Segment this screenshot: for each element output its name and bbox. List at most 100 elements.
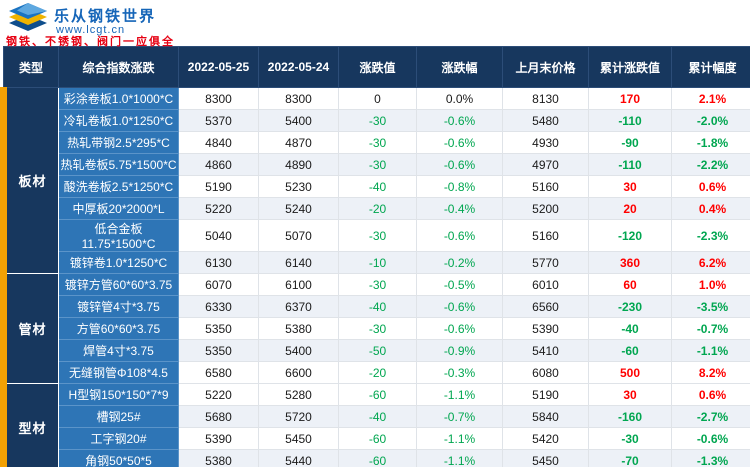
price-current: 5370 <box>178 109 259 132</box>
change-pct: 0.0% <box>416 87 503 110</box>
price-previous: 4870 <box>258 131 339 154</box>
last-month-price: 5190 <box>502 383 589 406</box>
cum-change-value: 30 <box>588 175 672 198</box>
last-month-price: 8130 <box>502 87 589 110</box>
price-previous: 6140 <box>258 251 339 274</box>
col-index-name: 综合指数涨跌 <box>58 46 179 88</box>
price-previous: 5440 <box>258 449 339 467</box>
steel-price-table: 类型 综合指数涨跌 2022-05-25 2022-05-24 涨跌值 涨跌幅 … <box>0 46 750 467</box>
change-value: -30 <box>338 131 417 154</box>
col-change-pct: 涨跌幅 <box>416 46 503 88</box>
cum-change-pct: 0.6% <box>671 175 750 198</box>
change-pct: -1.1% <box>416 449 503 467</box>
change-value: -10 <box>338 251 417 274</box>
last-month-price: 5420 <box>502 427 589 450</box>
item-name: 镀锌管4寸*3.75 <box>58 295 179 318</box>
item-name: 无缝钢管Φ108*4.5 <box>58 361 179 384</box>
change-pct: -1.1% <box>416 427 503 450</box>
table-row: 镀锌管4寸*3.75 6330 6370 -40 -0.6% 6560 -230 -3.5% <box>4 295 750 318</box>
change-value: -20 <box>338 361 417 384</box>
cum-change-value: 20 <box>588 197 672 220</box>
table-row: 无缝钢管Φ108*4.5 6580 6600 -20 -0.3% 6080 500 8.2% <box>4 361 750 384</box>
col-change: 涨跌值 <box>338 46 417 88</box>
cum-change-pct: -0.6% <box>671 427 750 450</box>
table-row: 板材 彩涂卷板1.0*1000*C 8300 8300 0 0.0% 8130 170 2.1% <box>0 87 750 274</box>
change-value: -20 <box>338 197 417 220</box>
item-name: 方管60*60*3.75 <box>58 317 179 340</box>
cum-change-value: -40 <box>588 317 672 340</box>
cum-change-pct: -2.2% <box>671 153 750 176</box>
cum-change-pct: -2.3% <box>671 219 750 252</box>
table-row: 中厚板20*2000*L 5220 5240 -20 -0.4% 5200 20 0.4% <box>4 197 750 220</box>
cum-change-value: -110 <box>588 109 672 132</box>
cum-change-pct: -2.7% <box>671 405 750 428</box>
price-previous: 5720 <box>258 405 339 428</box>
brand-url-link[interactable]: www.lcgt.cn <box>56 24 126 36</box>
change-pct: -0.8% <box>416 175 503 198</box>
cum-change-value: 170 <box>588 87 672 110</box>
change-value: -30 <box>338 317 417 340</box>
cum-change-value: -60 <box>588 339 672 362</box>
last-month-price: 6010 <box>502 273 589 296</box>
item-name: 镀锌卷1.0*1250*C <box>58 251 179 274</box>
table-row: 槽钢25# 5680 5720 -40 -0.7% 5840 -160 -2.7% <box>4 405 750 428</box>
item-name: 工字钢20# <box>58 427 179 450</box>
item-name: 热轧卷板5.75*1500*C <box>58 153 179 176</box>
top-brand-bar: 乐从钢铁世界 www.lcgt.cn 钢铁、不锈钢、阀门一应俱全 <box>0 0 750 48</box>
price-current: 4840 <box>178 131 259 154</box>
price-current: 5220 <box>178 197 259 220</box>
last-month-price: 5390 <box>502 317 589 340</box>
price-current: 6130 <box>178 251 259 274</box>
cum-change-pct: -1.8% <box>671 131 750 154</box>
cum-change-pct: -0.7% <box>671 317 750 340</box>
cum-change-value: 60 <box>588 273 672 296</box>
last-month-price: 6080 <box>502 361 589 384</box>
cum-change-value: 500 <box>588 361 672 384</box>
row-group-label: 板材 <box>0 87 59 274</box>
price-current: 5190 <box>178 175 259 198</box>
change-pct: -0.3% <box>416 361 503 384</box>
price-previous: 5380 <box>258 317 339 340</box>
item-name: 酸洗卷板2.5*1250*C <box>58 175 179 198</box>
price-current: 5220 <box>178 383 259 406</box>
change-pct: -0.6% <box>416 317 503 340</box>
table-row: 工字钢20# 5390 5450 -60 -1.1% 5420 -30 -0.6% <box>4 427 750 450</box>
table-row: 低合金板11.75*1500*C 5040 5070 -30 -0.6% 5160 -120… <box>4 219 750 252</box>
table-row: 冷轧卷板1.0*1250*C 5370 5400 -30 -0.6% 5480 -110 -2… <box>4 109 750 132</box>
cum-change-value: -160 <box>588 405 672 428</box>
change-pct: -0.6% <box>416 131 503 154</box>
price-current: 8300 <box>178 87 259 110</box>
cum-change-pct: 2.1% <box>671 87 750 110</box>
price-previous: 5400 <box>258 339 339 362</box>
header-row: 类型 综合指数涨跌 2022-05-25 2022-05-24 涨跌值 涨跌幅 … <box>3 46 750 88</box>
change-value: -60 <box>338 383 417 406</box>
price-current: 5350 <box>178 339 259 362</box>
table-row: 热轧卷板5.75*1500*C 4860 4890 -30 -0.6% 4970 -110-… <box>4 153 750 176</box>
item-name: 低合金板11.75*1500*C <box>58 219 179 252</box>
item-name: 热轧带钢2.5*295*C <box>58 131 179 154</box>
item-name: H型钢150*150*7*9 <box>58 383 179 406</box>
last-month-price: 5410 <box>502 339 589 362</box>
price-current: 5380 <box>178 449 259 467</box>
col-date-2: 2022-05-24 <box>258 46 339 88</box>
last-month-price: 5840 <box>502 405 589 428</box>
change-value: -30 <box>338 153 417 176</box>
cum-change-pct: 1.0% <box>671 273 750 296</box>
change-pct: -0.7% <box>416 405 503 428</box>
table-row: 酸洗卷板2.5*1250*C 5190 5230 -40 -0.8% 5160 30 0.6% <box>4 175 750 198</box>
change-value: -60 <box>338 427 417 450</box>
cum-change-pct: 6.2% <box>671 251 750 274</box>
last-month-price: 5200 <box>502 197 589 220</box>
item-name: 冷轧卷板1.0*1250*C <box>58 109 179 132</box>
price-current: 6580 <box>178 361 259 384</box>
item-name: 彩涂卷板1.0*1000*C <box>58 87 179 110</box>
item-name: 槽钢25# <box>58 405 179 428</box>
brand-name: 乐从钢铁世界 <box>54 8 157 25</box>
change-pct: -0.9% <box>416 339 503 362</box>
change-pct: -0.6% <box>416 219 503 252</box>
cum-change-value: -30 <box>588 427 672 450</box>
change-value: -30 <box>338 219 417 252</box>
cum-change-pct: -1.3% <box>671 449 750 467</box>
col-cum-change: 累计涨跌值 <box>588 46 672 88</box>
last-month-price: 5160 <box>502 219 589 252</box>
